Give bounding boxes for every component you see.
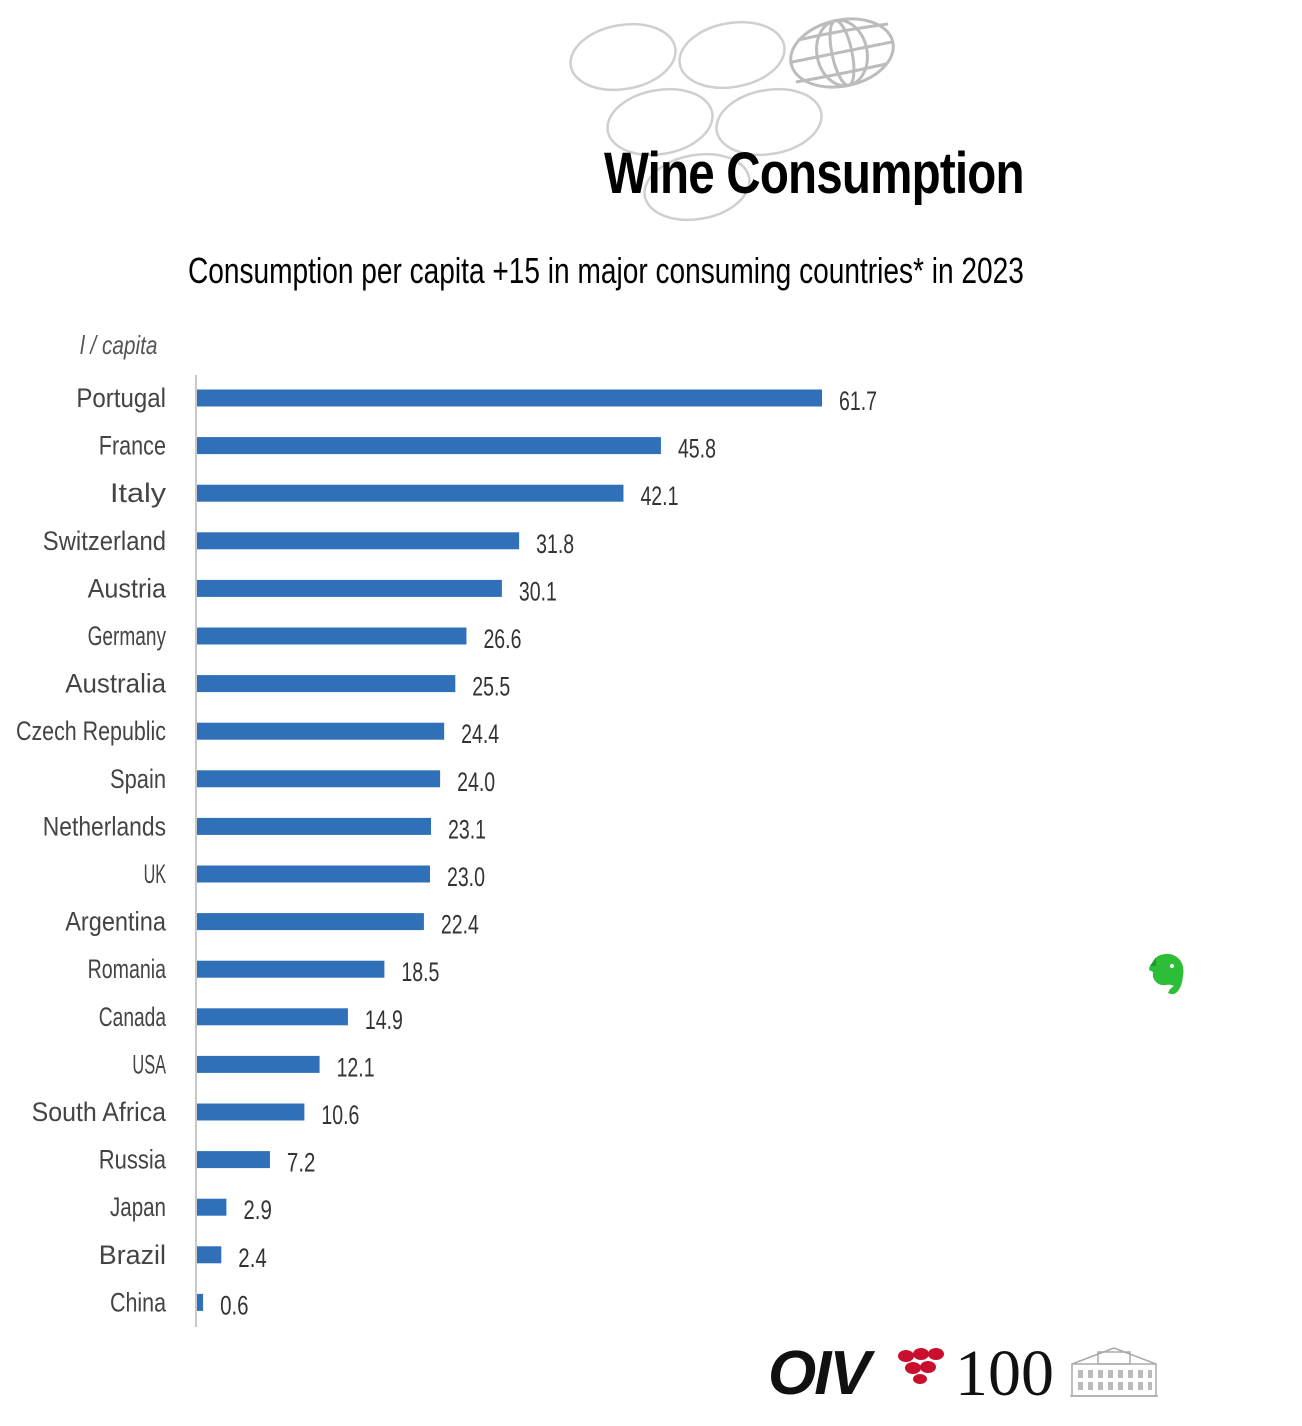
category-label: France [99, 431, 166, 461]
category-label: Netherlands [43, 811, 166, 841]
category-label: Czech Republic [16, 716, 166, 746]
value-label: 22.4 [441, 910, 479, 940]
value-label: 14.9 [365, 1005, 403, 1035]
category-label: Canada [99, 1002, 167, 1032]
unit-label: l / capita [80, 330, 158, 360]
category-label: Germany [88, 621, 167, 651]
bar [197, 960, 385, 978]
value-label: 23.1 [448, 814, 486, 844]
category-label: China [110, 1287, 167, 1317]
category-label: Argentina [65, 907, 167, 937]
value-label: 26.6 [483, 624, 521, 654]
value-label: 24.4 [461, 719, 499, 749]
category-label: Brazil [99, 1240, 166, 1270]
category-label: Switzerland [43, 526, 166, 556]
bar [197, 722, 445, 740]
globe-logo-icon [569, 17, 895, 222]
value-label: 25.5 [472, 672, 510, 702]
value-label: 2.9 [243, 1195, 272, 1225]
bar [197, 1293, 204, 1311]
value-label: 23.0 [447, 862, 485, 892]
category-label: USA [132, 1049, 166, 1079]
value-label: 12.1 [337, 1052, 375, 1082]
bar [197, 484, 624, 502]
value-label: 10.6 [321, 1100, 359, 1130]
bar [197, 437, 661, 455]
bar [197, 627, 467, 645]
bar [197, 865, 430, 883]
bar [197, 817, 431, 835]
category-label: South Africa [32, 1097, 167, 1127]
oiv-100-text: 100 [955, 1337, 1054, 1410]
bar [197, 389, 822, 407]
bar [197, 675, 456, 693]
bar [197, 532, 520, 550]
oiv-logo-text: OIV [768, 1339, 871, 1408]
category-label: Italy [110, 478, 167, 508]
value-label: 30.1 [519, 576, 557, 606]
category-label: Portugal [76, 383, 166, 413]
page-title: Wine Consumption [604, 141, 1025, 206]
category-label: Australia [65, 669, 167, 699]
category-label: UK [144, 859, 166, 889]
value-label: 42.1 [640, 481, 678, 511]
value-label: 2.4 [238, 1243, 267, 1273]
bar [197, 1151, 270, 1169]
chart-subtitle: Consumption per capita +15 in major cons… [188, 250, 1024, 291]
evernote-elephant-icon[interactable] [1148, 952, 1188, 996]
category-label: Japan [110, 1192, 166, 1222]
building-icon [1070, 1347, 1158, 1397]
value-label: 24.0 [457, 767, 495, 797]
bar-chart: Portugal 61.7 France 45.8 Italy 42.1 Switzerla… [16, 375, 877, 1327]
value-label: 7.2 [287, 1148, 316, 1178]
category-label: Russia [99, 1145, 167, 1175]
value-label: 18.5 [401, 957, 439, 987]
bar [197, 1055, 320, 1073]
value-label: 31.8 [536, 529, 574, 559]
category-label: Austria [88, 573, 167, 603]
value-label: 45.8 [678, 434, 716, 464]
bar [197, 1198, 227, 1216]
bar [197, 770, 441, 788]
bar [197, 1103, 305, 1121]
bar [197, 1008, 348, 1026]
bar [197, 1246, 222, 1264]
bar [197, 579, 502, 597]
value-label: 0.6 [220, 1290, 249, 1320]
bar [197, 913, 424, 931]
category-label: Romania [88, 954, 167, 984]
value-label: 61.7 [839, 386, 877, 416]
category-label: Spain [110, 764, 166, 794]
grape-cluster-icon [898, 1348, 944, 1384]
